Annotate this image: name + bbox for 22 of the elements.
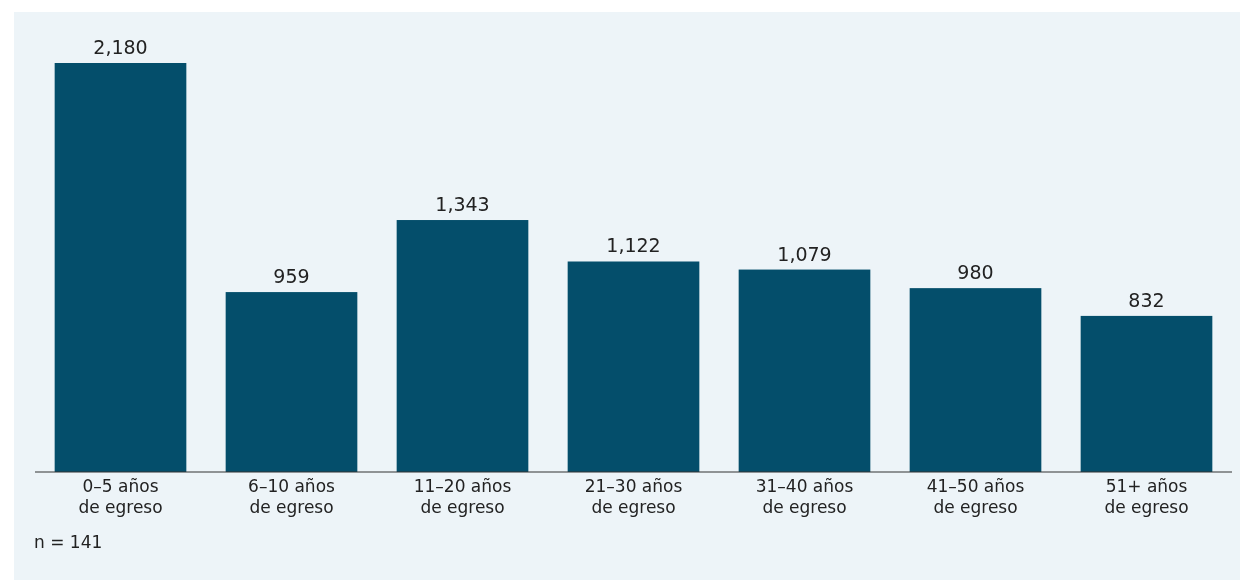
text: n = 141 [34,532,103,552]
data-label: 980 [957,261,994,284]
data-label: 2,180 [93,36,148,58]
x-tick-label: 6–10 años de egreso [248,476,336,517]
x-tick-label: 11–20 años de egreso [413,476,512,517]
bar [396,220,529,472]
bar [567,261,700,472]
bar [909,288,1042,472]
bar [54,63,187,472]
bar [1080,315,1213,472]
data-label: 1,343 [435,193,490,216]
data-label: 1,079 [777,242,832,265]
bar [738,269,871,472]
data-label: 959 [273,265,310,288]
x-tick-label: 31–40 años de egreso [755,476,854,517]
data-label: 1,122 [606,234,661,257]
x-tick-label: 51+ años de egreso [1104,476,1189,517]
bar [225,292,358,472]
data-label: 832 [1128,288,1165,311]
x-tick-label: 21–30 años de egreso [584,476,683,517]
x-tick-label: 41–50 años de egreso [926,476,1025,517]
x-tick-label: 0–5 años de egreso [78,476,163,517]
